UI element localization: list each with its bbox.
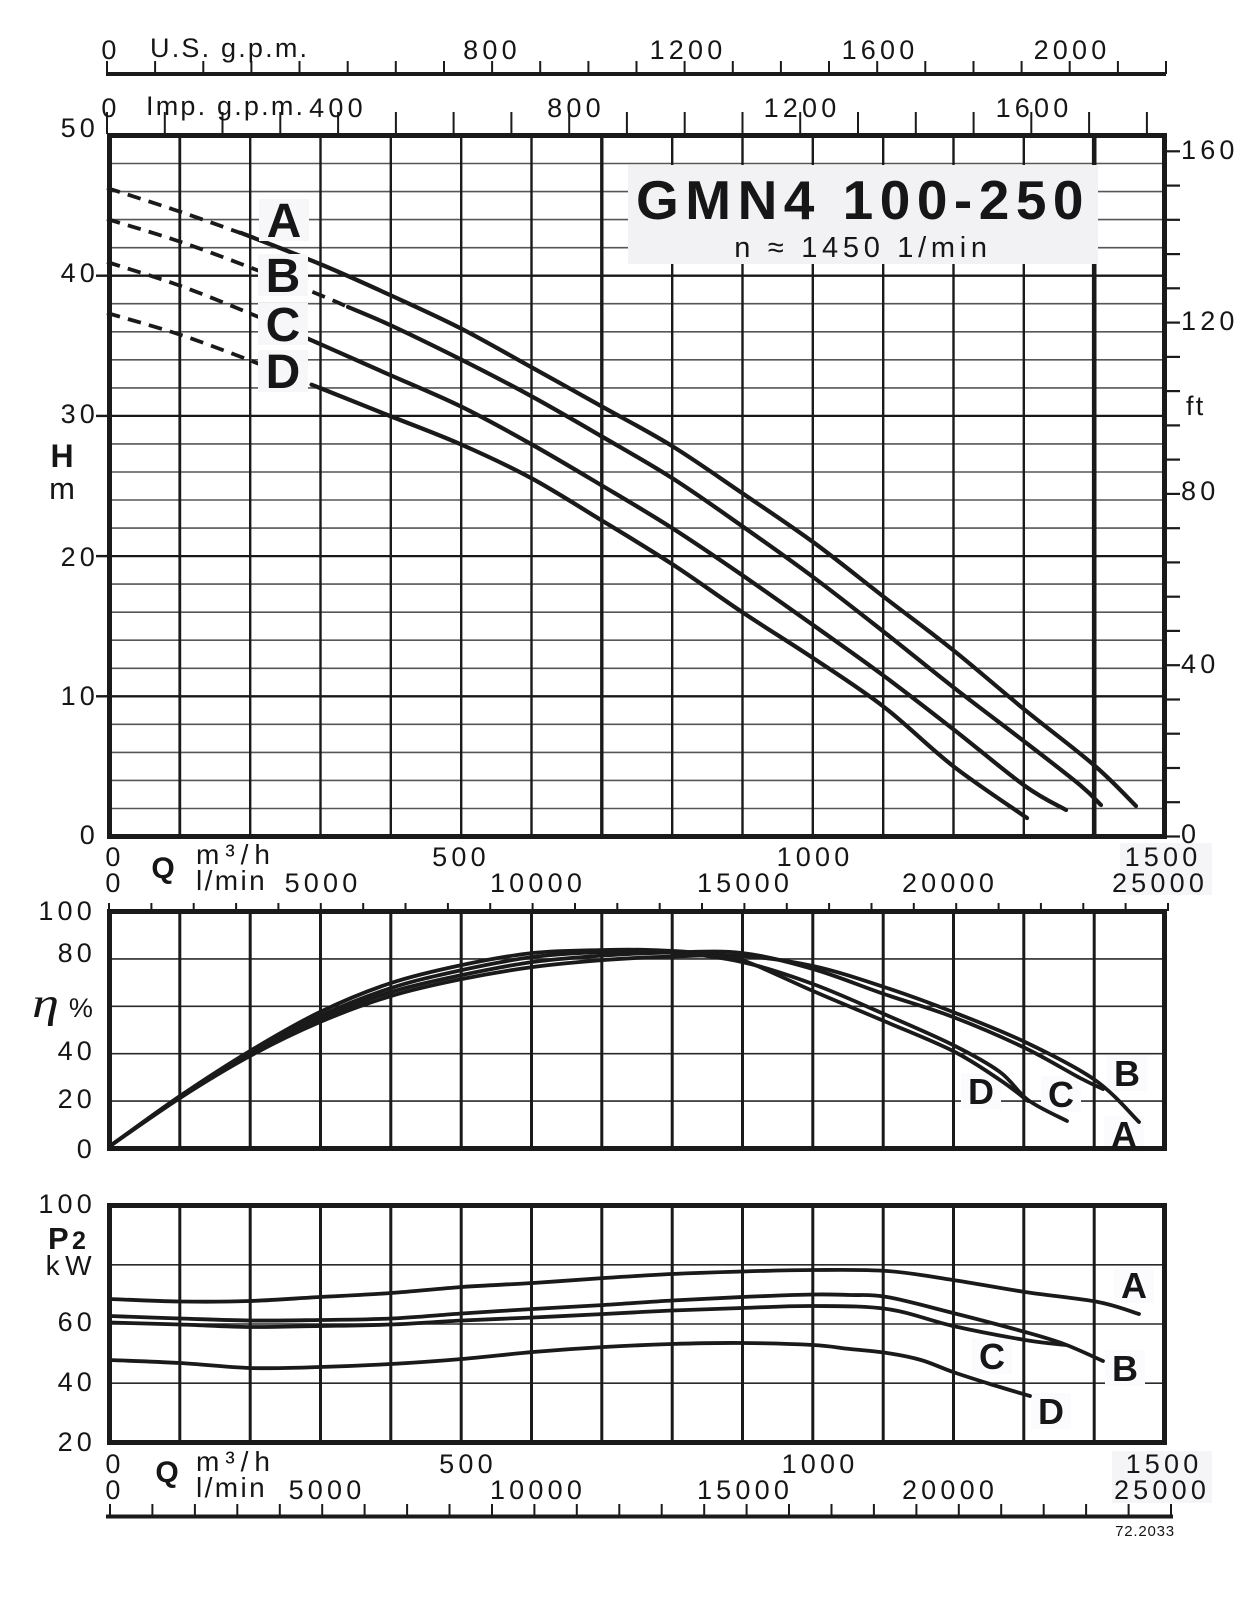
svg-text:40: 40 — [1181, 649, 1219, 679]
svg-text:0: 0 — [105, 868, 124, 898]
svg-text:10000: 10000 — [490, 868, 586, 898]
svg-text:800: 800 — [463, 35, 521, 65]
svg-text:20: 20 — [58, 1427, 96, 1457]
svg-text:500: 500 — [432, 842, 490, 872]
svg-text:1500: 1500 — [1126, 1449, 1203, 1479]
svg-text:100: 100 — [38, 896, 96, 926]
svg-text:400: 400 — [309, 93, 367, 123]
svg-text:l/min: l/min — [196, 1472, 267, 1503]
svg-text:30: 30 — [61, 399, 99, 429]
svg-text:m³/h: m³/h — [196, 1446, 276, 1477]
svg-text:D: D — [1038, 1391, 1064, 1432]
svg-text:n ≈ 1450 1/min: n ≈ 1450 1/min — [734, 232, 991, 264]
svg-text:60: 60 — [58, 1307, 96, 1337]
svg-text:40: 40 — [58, 1367, 96, 1397]
svg-text:kW: kW — [46, 1250, 97, 1281]
svg-text:H: H — [50, 438, 73, 474]
svg-text:C: C — [266, 299, 301, 352]
svg-text:1200: 1200 — [650, 35, 727, 65]
svg-text:Imp. g.p.m.: Imp. g.p.m. — [146, 91, 305, 121]
svg-text:0: 0 — [1181, 819, 1200, 849]
svg-text:1000: 1000 — [782, 1449, 859, 1479]
svg-text:5000: 5000 — [285, 868, 362, 898]
svg-text:40: 40 — [61, 258, 99, 288]
svg-text:Q: Q — [151, 852, 174, 885]
svg-text:1600: 1600 — [842, 35, 919, 65]
svg-text:B: B — [1112, 1348, 1138, 1389]
svg-text:20: 20 — [61, 542, 99, 572]
svg-text:20000: 20000 — [902, 868, 998, 898]
svg-text:120: 120 — [1181, 306, 1239, 336]
svg-text:C: C — [1048, 1074, 1074, 1115]
svg-text:Q: Q — [155, 1456, 178, 1489]
svg-text:1600: 1600 — [996, 93, 1073, 123]
svg-text:ft: ft — [1186, 391, 1205, 421]
svg-text:0: 0 — [101, 93, 120, 123]
svg-text:1500: 1500 — [1125, 842, 1202, 872]
svg-text:800: 800 — [547, 93, 605, 123]
svg-text:l/min: l/min — [196, 865, 267, 896]
svg-text:2000: 2000 — [1034, 35, 1111, 65]
svg-text:A: A — [267, 195, 302, 248]
svg-text:1200: 1200 — [764, 93, 841, 123]
svg-text:D: D — [266, 346, 301, 399]
svg-text:50: 50 — [61, 113, 99, 143]
svg-text:B: B — [266, 250, 301, 303]
svg-text:0: 0 — [77, 1134, 96, 1164]
svg-text:160: 160 — [1181, 135, 1239, 165]
svg-text:B: B — [1114, 1053, 1140, 1094]
svg-text:A: A — [1111, 1114, 1137, 1155]
svg-text:72.2033: 72.2033 — [1115, 1523, 1175, 1540]
svg-text:100: 100 — [38, 1189, 96, 1219]
svg-text:0: 0 — [105, 1475, 124, 1505]
svg-text:25000: 25000 — [1114, 1475, 1210, 1505]
svg-text:%: % — [69, 993, 95, 1023]
svg-text:D: D — [968, 1071, 994, 1112]
svg-text:25000: 25000 — [1112, 868, 1208, 898]
svg-text:10: 10 — [61, 681, 99, 711]
svg-text:1000: 1000 — [777, 842, 854, 872]
svg-text:0: 0 — [80, 820, 99, 850]
svg-text:U.S. g.p.m.: U.S. g.p.m. — [150, 33, 309, 63]
svg-text:A: A — [1121, 1265, 1147, 1306]
svg-text:5000: 5000 — [289, 1475, 366, 1505]
svg-text:10000: 10000 — [490, 1475, 586, 1505]
svg-text:2: 2 — [72, 1227, 86, 1255]
svg-text:80: 80 — [1181, 476, 1219, 506]
svg-text:20000: 20000 — [902, 1475, 998, 1505]
svg-text:15000: 15000 — [697, 868, 793, 898]
svg-text:20: 20 — [58, 1084, 96, 1114]
svg-text:0: 0 — [105, 1449, 124, 1479]
svg-text:η: η — [32, 981, 59, 1027]
svg-text:40: 40 — [58, 1036, 96, 1066]
svg-text:80: 80 — [58, 938, 96, 968]
svg-text:15000: 15000 — [697, 1475, 793, 1505]
svg-text:P: P — [48, 1221, 69, 1256]
svg-text:GMN4 100-250: GMN4 100-250 — [636, 169, 1090, 231]
svg-text:0: 0 — [105, 842, 124, 872]
svg-text:0: 0 — [101, 35, 120, 65]
svg-text:m³/h: m³/h — [196, 839, 276, 870]
svg-text:C: C — [979, 1336, 1005, 1377]
svg-text:500: 500 — [439, 1449, 497, 1479]
svg-text:m: m — [49, 471, 75, 506]
